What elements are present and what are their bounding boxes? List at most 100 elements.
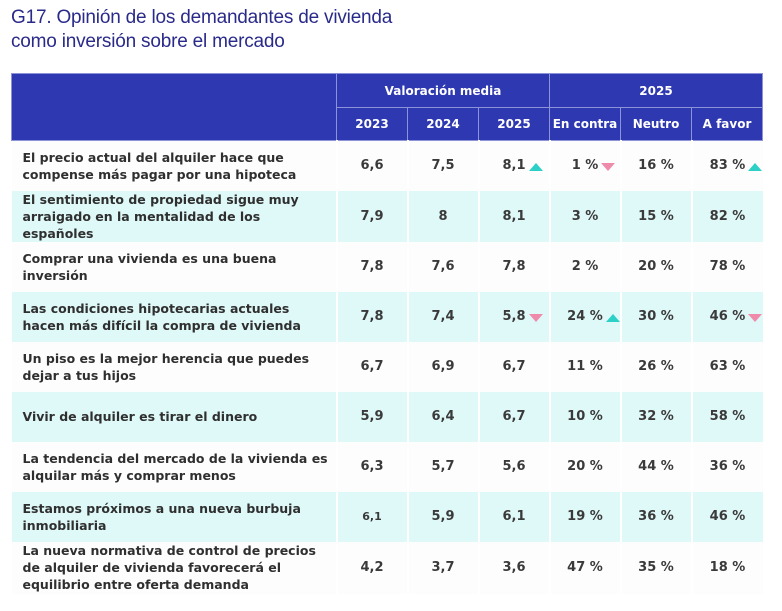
cell-value-text: 16 % xyxy=(638,158,674,174)
cell-en-contra: 24 % xyxy=(548,291,621,342)
cell-value-text: 36 % xyxy=(638,509,674,524)
cell-2023: 7,9 xyxy=(335,190,408,242)
cell-value-text: 7,5 xyxy=(431,158,455,174)
cell-value: 15 % xyxy=(638,209,674,224)
table-row: La nueva normativa de control de precios… xyxy=(11,541,763,594)
cell-value-text: 10 % xyxy=(567,409,603,424)
cell-value: 3,7 xyxy=(431,560,454,575)
triangle-up-icon xyxy=(528,162,543,171)
cell-value-text: 63 % xyxy=(709,359,746,374)
cell-neutro: 32 % xyxy=(619,391,692,442)
cell-value-text: 3,6 xyxy=(502,560,526,575)
chart-title: G17. Opinión de los demandantes de vivie… xyxy=(11,6,392,54)
cell-value-text: 82 % xyxy=(709,208,746,224)
cell-2025: 7,8 xyxy=(477,241,550,292)
cell-value-text: 1 % xyxy=(571,158,599,174)
cell-value: 1 % xyxy=(571,158,616,174)
cell-value-text: 6,3 xyxy=(360,459,384,474)
cell-neutro: 35 % xyxy=(619,541,692,594)
cell-value: 18 % xyxy=(710,560,746,575)
cell-value-text: 83 % xyxy=(709,158,746,174)
cell-value: 6,1 xyxy=(362,510,382,523)
cell-en-contra: 1 % xyxy=(548,140,621,191)
row-statement: Estamos próximos a una nueva burbuja inm… xyxy=(11,491,337,542)
header-col-2024: 2024 xyxy=(407,107,479,141)
cell-2023: 6,7 xyxy=(335,341,408,392)
row-statement: Un piso es la mejor herencia que puedes … xyxy=(11,341,337,392)
cell-value-text: 24 % xyxy=(567,309,603,324)
cell-value: 7,8 xyxy=(502,259,525,274)
cell-value-text: 6,1 xyxy=(502,509,526,524)
cell-value: 7,4 xyxy=(431,309,454,324)
cell-a-favor: 78 % xyxy=(690,241,763,292)
row-statement: La tendencia del mercado de la vivienda … xyxy=(11,441,337,492)
row-statement: Vivir de alquiler es tirar el dinero xyxy=(11,391,337,442)
cell-2023: 6,6 xyxy=(335,140,408,191)
cell-2024: 5,7 xyxy=(406,441,479,492)
row-statement: Las condiciones hipotecarias actuales ha… xyxy=(11,291,337,342)
cell-2024: 7,4 xyxy=(406,291,479,342)
cell-value-text: 4,2 xyxy=(360,560,384,575)
cell-value-text: 7,8 xyxy=(502,259,526,274)
cell-value: 19 % xyxy=(567,509,603,524)
header-col-2023: 2023 xyxy=(336,107,408,141)
cell-2025: 8,1 xyxy=(477,190,550,242)
header-col-2025: 2025 xyxy=(478,107,550,141)
row-statement: El precio actual del alquiler hace que c… xyxy=(11,140,337,191)
cell-a-favor: 18 % xyxy=(690,541,763,594)
cell-value-text: 6,1 xyxy=(362,510,382,523)
cell-neutro: 30 % xyxy=(619,291,692,342)
triangle-down-icon xyxy=(748,313,763,322)
cell-a-favor: 36 % xyxy=(690,441,763,492)
cell-value-text: 6,7 xyxy=(502,359,526,374)
cell-value-text: 35 % xyxy=(638,560,674,575)
cell-a-favor: 46 % xyxy=(690,491,763,542)
cell-value: 8,1 xyxy=(502,209,525,224)
header-col-en-contra: En contra xyxy=(549,107,621,141)
cell-value-text: 47 % xyxy=(567,560,603,575)
row-statement: Comprar una vivienda es una buena invers… xyxy=(11,241,337,292)
table-row: La tendencia del mercado de la vivienda … xyxy=(11,441,763,492)
cell-value: 6,7 xyxy=(502,359,525,374)
cell-value: 26 % xyxy=(638,359,674,374)
cell-value-text: 8,1 xyxy=(502,158,526,174)
triangle-down-icon xyxy=(601,162,616,171)
cell-value-text: 11 % xyxy=(567,359,603,374)
triangle-up-icon xyxy=(605,313,620,322)
cell-value: 30 % xyxy=(638,309,674,324)
cell-value: 7,8 xyxy=(360,259,383,274)
cell-2023: 6,1 xyxy=(335,491,408,542)
cell-en-contra: 2 % xyxy=(548,241,621,292)
cell-2024: 7,5 xyxy=(406,140,479,191)
cell-2025: 3,6 xyxy=(477,541,550,594)
cell-2024: 8 xyxy=(406,190,479,242)
cell-2025: 6,1 xyxy=(477,491,550,542)
cell-value-text: 6,9 xyxy=(431,359,455,374)
cell-2025: 6,7 xyxy=(477,391,550,442)
cell-value-text: 5,9 xyxy=(431,509,455,524)
cell-value: 35 % xyxy=(638,560,674,575)
cell-value: 11 % xyxy=(567,359,603,374)
cell-value-text: 26 % xyxy=(638,359,674,374)
cell-2024: 3,7 xyxy=(406,541,479,594)
cell-2023: 7,8 xyxy=(335,241,408,292)
cell-neutro: 20 % xyxy=(619,241,692,292)
cell-en-contra: 19 % xyxy=(548,491,621,542)
cell-value: 36 % xyxy=(638,509,674,524)
row-statement: La nueva normativa de control de precios… xyxy=(11,541,337,594)
cell-value: 10 % xyxy=(567,409,603,424)
cell-2025: 8,1 xyxy=(477,140,550,191)
cell-value: 6,3 xyxy=(360,459,383,474)
cell-value: 5,8 xyxy=(502,309,543,324)
cell-neutro: 44 % xyxy=(619,441,692,492)
cell-neutro: 16 % xyxy=(619,140,692,191)
cell-value: 6,4 xyxy=(431,409,454,424)
cell-value: 6,1 xyxy=(502,509,525,524)
cell-value: 46 % xyxy=(710,509,746,524)
cell-value: 36 % xyxy=(710,459,746,474)
cell-2025: 5,8 xyxy=(477,291,550,342)
cell-2024: 5,9 xyxy=(406,491,479,542)
cell-value-text: 15 % xyxy=(638,208,674,224)
cell-2023: 4,2 xyxy=(335,541,408,594)
cell-value: 58 % xyxy=(710,409,746,424)
